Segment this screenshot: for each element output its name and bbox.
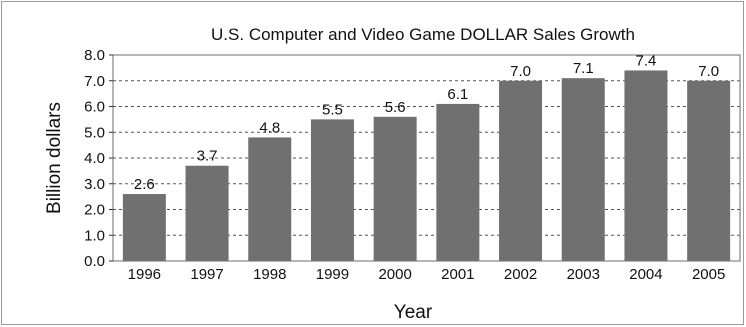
bar-2005	[687, 80, 731, 261]
x-axis-title: Year	[394, 302, 433, 323]
x-tick-label: 2005	[692, 266, 725, 283]
bar-2001	[436, 103, 480, 261]
y-tick-label: 2.0	[84, 202, 105, 219]
bar-1996	[122, 194, 166, 261]
x-tick-label: 2002	[504, 266, 537, 283]
x-tick-label: 1997	[190, 266, 223, 283]
x-axis-ticks: 1996 1997 1998 1999 2000 2001 2002 2003 2004 2005	[128, 266, 726, 283]
x-tick-label: 2001	[441, 266, 474, 283]
x-tick-label: 2000	[378, 266, 411, 283]
y-tick-label: 7.0	[84, 73, 105, 90]
bar-2003	[561, 78, 605, 261]
bar-1999	[310, 119, 354, 261]
y-tick-label: 8.0	[84, 47, 105, 64]
value-label: 6.1	[447, 86, 468, 103]
y-tick-label: 0.0	[84, 253, 105, 270]
bars	[122, 70, 731, 261]
value-labels: 2.6 3.7 4.8 5.5 5.6 6.1 7.0 7.1 7.4 7.0	[134, 52, 719, 193]
y-tick-label: 5.0	[84, 124, 105, 141]
y-axis-ticks: 0.0 1.0 2.0 3.0 4.0 5.0 6.0 7.0 8.0	[84, 47, 113, 270]
chart-title: U.S. Computer and Video Game DOLLAR Sale…	[211, 25, 635, 44]
x-tick-label: 1996	[128, 266, 161, 283]
bar-2000	[373, 116, 417, 261]
bar-1998	[248, 137, 292, 261]
bar-1997	[185, 165, 229, 261]
value-label: 7.0	[510, 63, 531, 80]
value-label: 2.6	[134, 176, 155, 193]
value-label: 7.1	[573, 60, 594, 77]
x-tick-label: 2004	[629, 266, 662, 283]
bar-2004	[624, 70, 668, 261]
y-tick-label: 3.0	[84, 176, 105, 193]
x-tick-label: 1998	[253, 266, 286, 283]
value-label: 7.0	[698, 63, 719, 80]
y-tick-label: 6.0	[84, 99, 105, 116]
value-label: 4.8	[259, 119, 280, 136]
x-tick-label: 1999	[316, 266, 349, 283]
y-axis-title: Billion dollars	[44, 102, 65, 214]
bar-2002	[499, 80, 543, 261]
value-label: 5.5	[322, 101, 343, 118]
y-tick-label: 1.0	[84, 227, 105, 244]
y-tick-label: 4.0	[84, 150, 105, 167]
value-label: 7.4	[636, 52, 657, 69]
x-tick-label: 2003	[567, 266, 600, 283]
value-label: 5.6	[385, 99, 406, 116]
value-label: 3.7	[197, 148, 218, 165]
